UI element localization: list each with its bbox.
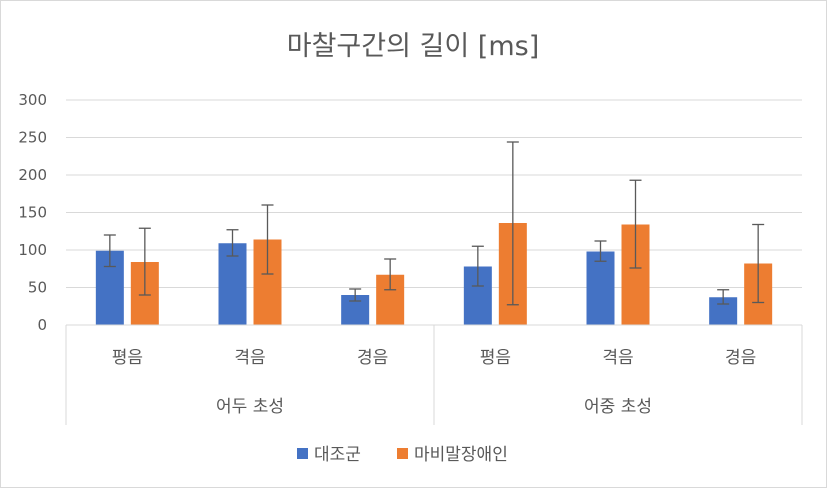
legend-swatch — [397, 448, 408, 459]
chart-title: 마찰구간의 길이 [ms] — [287, 31, 539, 62]
y-tick-label: 250 — [18, 129, 47, 147]
y-axis-ticks: 0 50 100 150 200 250 300 — [18, 91, 47, 334]
y-tick-label: 300 — [18, 91, 47, 109]
x-tick-label: 격음 — [602, 348, 633, 368]
x-tick-label: 평음 — [112, 348, 143, 368]
group-label: 어두 초성 — [216, 397, 284, 417]
legend-swatch — [297, 448, 308, 459]
bar — [218, 243, 247, 325]
y-tick-label: 100 — [18, 241, 47, 259]
x-tick-label: 격음 — [234, 348, 265, 368]
legend: 대조군 마비말장애인 — [297, 445, 508, 465]
gridlines — [66, 99, 802, 288]
x-tick-label: 경음 — [357, 348, 388, 368]
bar — [586, 251, 615, 325]
bars — [95, 223, 773, 325]
y-tick-label: 150 — [18, 204, 47, 222]
y-tick-label: 50 — [28, 279, 47, 297]
legend-label: 대조군 — [314, 445, 361, 465]
y-tick-label: 200 — [18, 166, 47, 184]
x-tick-label: 경음 — [725, 348, 756, 368]
group-label: 어중 초성 — [584, 397, 652, 417]
y-tick-label: 0 — [37, 316, 47, 334]
error-bars — [103, 141, 765, 306]
legend-label: 마비말장애인 — [414, 445, 508, 465]
x-axis — [65, 324, 803, 425]
x-tick-label: 평음 — [480, 348, 511, 368]
